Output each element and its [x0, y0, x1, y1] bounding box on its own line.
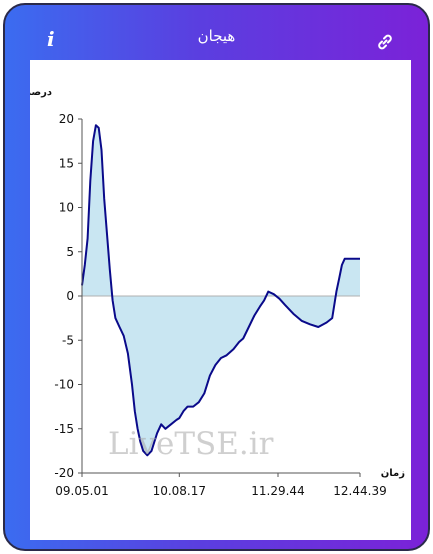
- y-tick-label: 5: [66, 245, 74, 259]
- card-title: هیجان: [197, 27, 236, 45]
- link-icon[interactable]: [375, 32, 395, 52]
- watermark: LiveTSE.ir: [108, 426, 274, 462]
- y-tick-label: 20: [59, 112, 74, 126]
- x-tick-label: 10.08.17: [153, 484, 206, 498]
- y-tick-label: 0: [66, 289, 74, 303]
- y-tick-label: 15: [59, 156, 74, 170]
- series-line: [81, 124, 360, 457]
- chart-panel: 20 15 10 5 0 -5 -10 -15 -20 09.05.01 10.08.17 11.29…: [30, 60, 411, 540]
- y-tick-label: -10: [54, 378, 74, 392]
- x-tick-label: 12.44.39: [333, 484, 386, 498]
- y-tick-label: 10: [59, 201, 74, 215]
- y-tick-label: -5: [62, 333, 74, 347]
- x-tick-label: 09.05.01: [55, 484, 108, 498]
- x-tick-label: 11.29.44: [251, 484, 304, 498]
- area-fill: [82, 125, 360, 456]
- emotion-chart: 20 15 10 5 0 -5 -10 -15 -20 09.05.01 10.08.17 11.29…: [30, 87, 405, 498]
- y-tick-label: -15: [54, 422, 74, 436]
- x-axis-label: زمان: [381, 468, 405, 479]
- info-icon[interactable]: i: [47, 27, 55, 51]
- y-tick-label: -20: [54, 466, 74, 480]
- emotion-card: i هیجان 20 15 10 5 0 -5 -10 -15 -20 09.05.01 10.08…: [3, 3, 430, 551]
- y-axis-label: درصد: [30, 87, 52, 98]
- card-header: i هیجان: [5, 5, 428, 57]
